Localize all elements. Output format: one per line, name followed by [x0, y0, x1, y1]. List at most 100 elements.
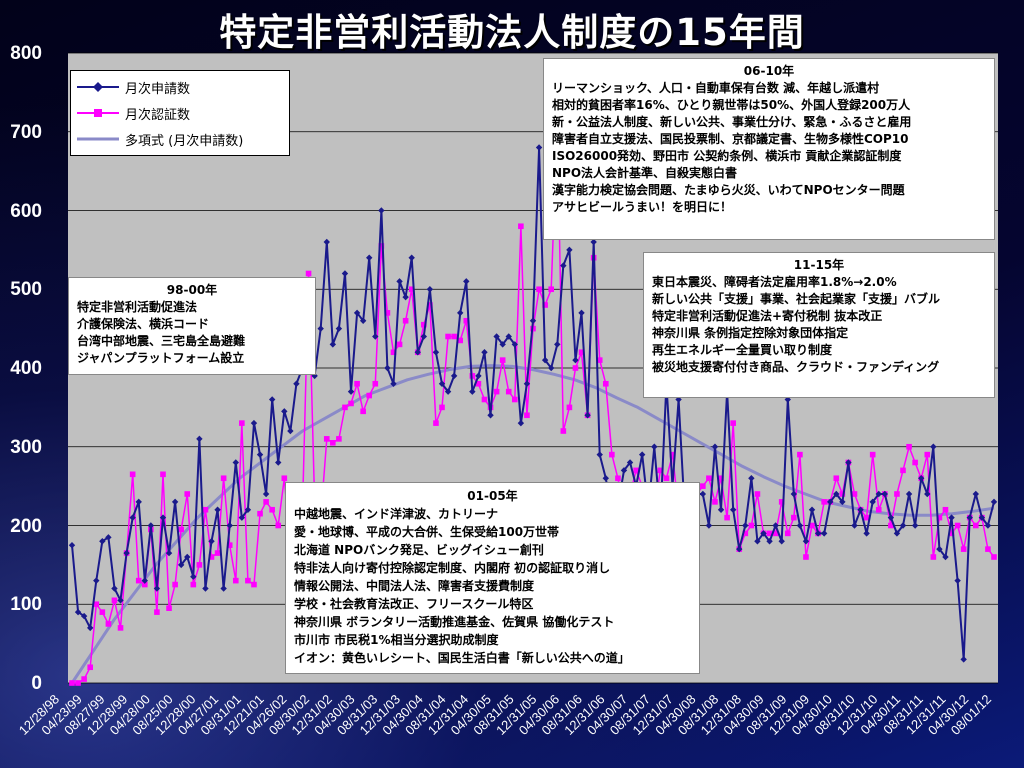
data-point-certifications — [378, 243, 385, 249]
data-point-applications — [626, 459, 634, 466]
annotation-line: 学校・社会教育法改正、フリースクール特区 — [294, 597, 534, 611]
data-point-applications — [366, 254, 373, 261]
data-point-applications — [74, 608, 82, 616]
data-point-applications — [105, 534, 112, 541]
data-point-applications — [396, 278, 403, 285]
data-point-certifications — [172, 581, 178, 588]
data-point-certifications — [184, 491, 191, 497]
data-point-certifications — [700, 483, 706, 489]
data-point-applications — [554, 341, 561, 348]
data-point-applications — [414, 349, 421, 356]
data-point-certifications — [226, 542, 233, 548]
data-point-certifications — [936, 514, 943, 521]
data-point-certifications — [239, 420, 245, 426]
data-point-applications — [196, 435, 203, 443]
data-point-applications — [899, 522, 907, 529]
data-point-certifications — [421, 321, 427, 328]
data-point-applications — [384, 364, 391, 372]
data-point-applications — [790, 490, 798, 498]
annotation-line: 神奈川県 条例指定控除対象団体指定 — [652, 326, 849, 340]
data-point-applications — [226, 522, 233, 529]
y-tick-label: 700 — [10, 122, 42, 143]
data-point-applications — [99, 538, 106, 545]
data-point-applications — [208, 538, 215, 545]
data-point-applications — [699, 490, 707, 498]
data-point-certifications — [220, 475, 227, 482]
data-point-applications — [293, 380, 300, 387]
annotation-line: 被災地支援寄付付き商品、クラウド・ファンディング — [652, 360, 940, 374]
data-point-applications — [463, 278, 470, 285]
data-point-applications — [335, 325, 343, 332]
data-point-certifications — [615, 475, 621, 482]
data-point-certifications — [900, 467, 906, 474]
data-point-applications — [936, 545, 943, 553]
data-point-applications — [954, 577, 961, 584]
data-point-certifications — [202, 506, 209, 513]
data-point-applications — [123, 549, 130, 557]
data-point-applications — [372, 333, 379, 340]
data-point-applications — [990, 498, 998, 506]
y-tick-label: 500 — [10, 279, 42, 300]
legend-label: 月次認証数 — [125, 108, 191, 123]
data-point-applications — [457, 309, 464, 317]
annotation-06-10: 06-10年 リーマンショック、人口・自動車保有台数 減、年越し派遣村 相対的貧… — [543, 58, 995, 240]
data-point-applications — [857, 506, 864, 513]
data-point-certifications — [560, 428, 567, 434]
data-point-applications — [596, 451, 603, 458]
data-point-certifications — [105, 621, 112, 627]
data-point-applications — [748, 475, 755, 482]
data-point-applications — [960, 656, 967, 663]
legend-marker-diamond-icon — [77, 82, 119, 92]
data-point-certifications — [784, 530, 791, 537]
data-point-certifications — [99, 609, 106, 615]
data-point-certifications — [245, 577, 251, 584]
data-point-certifications — [578, 349, 585, 356]
data-point-certifications — [384, 310, 391, 316]
data-point-applications — [353, 309, 361, 317]
data-point-certifications — [117, 625, 124, 631]
data-point-certifications — [433, 420, 439, 426]
data-point-certifications — [809, 522, 815, 529]
data-point-certifications — [730, 420, 736, 426]
data-point-certifications — [742, 530, 749, 537]
data-point-applications — [450, 372, 458, 380]
data-point-certifications — [851, 491, 858, 497]
data-point-applications — [863, 530, 870, 537]
data-point-certifications — [451, 333, 457, 340]
data-point-certifications — [360, 408, 366, 415]
data-point-applications — [262, 490, 270, 498]
data-point-certifications — [111, 597, 118, 604]
data-point-applications — [760, 530, 767, 537]
data-point-certifications — [833, 475, 840, 482]
y-tick-label: 100 — [10, 594, 42, 615]
annotation-line: 相対的貧困者率16%、ひとり親世帯は50%、外国人登録200万人 — [552, 98, 911, 112]
data-point-applications — [766, 538, 773, 545]
data-point-applications — [984, 522, 992, 529]
data-point-certifications — [129, 471, 136, 478]
data-point-applications — [281, 408, 288, 415]
data-point-applications — [469, 388, 476, 395]
data-point-certifications — [602, 380, 609, 387]
data-point-certifications — [305, 270, 312, 277]
data-point-applications — [323, 238, 330, 246]
data-point-certifications — [875, 506, 882, 513]
data-point-applications — [827, 498, 834, 506]
data-point-applications — [250, 419, 258, 427]
annotation-11-15: 11-15年 東日本震災、障碍者法定雇用率1.8%→2.0% 新しい公共「支援」… — [643, 252, 995, 398]
data-point-applications — [511, 341, 519, 348]
data-point-applications — [378, 207, 385, 214]
annotation-line: アサヒビールうまい！を明日に！ — [552, 200, 733, 214]
data-point-applications — [560, 262, 567, 269]
data-point-applications — [918, 475, 925, 482]
annotation-line: 新しい公共「支援」事業、社会起業家「支援」バブル — [652, 292, 941, 306]
data-point-applications — [268, 396, 276, 403]
data-point-certifications — [154, 609, 160, 615]
data-point-applications — [978, 514, 986, 521]
data-point-certifications — [572, 365, 579, 371]
data-point-applications — [359, 317, 367, 324]
data-point-certifications — [985, 546, 991, 552]
data-point-certifications — [135, 577, 142, 584]
annotation-line: 漢字能力検定協会問題、たまゆら火災、いわてNPOセンター問題 — [552, 183, 905, 197]
data-point-applications — [772, 522, 779, 529]
legend-entry-certifications: 月次認証数 — [71, 103, 289, 123]
